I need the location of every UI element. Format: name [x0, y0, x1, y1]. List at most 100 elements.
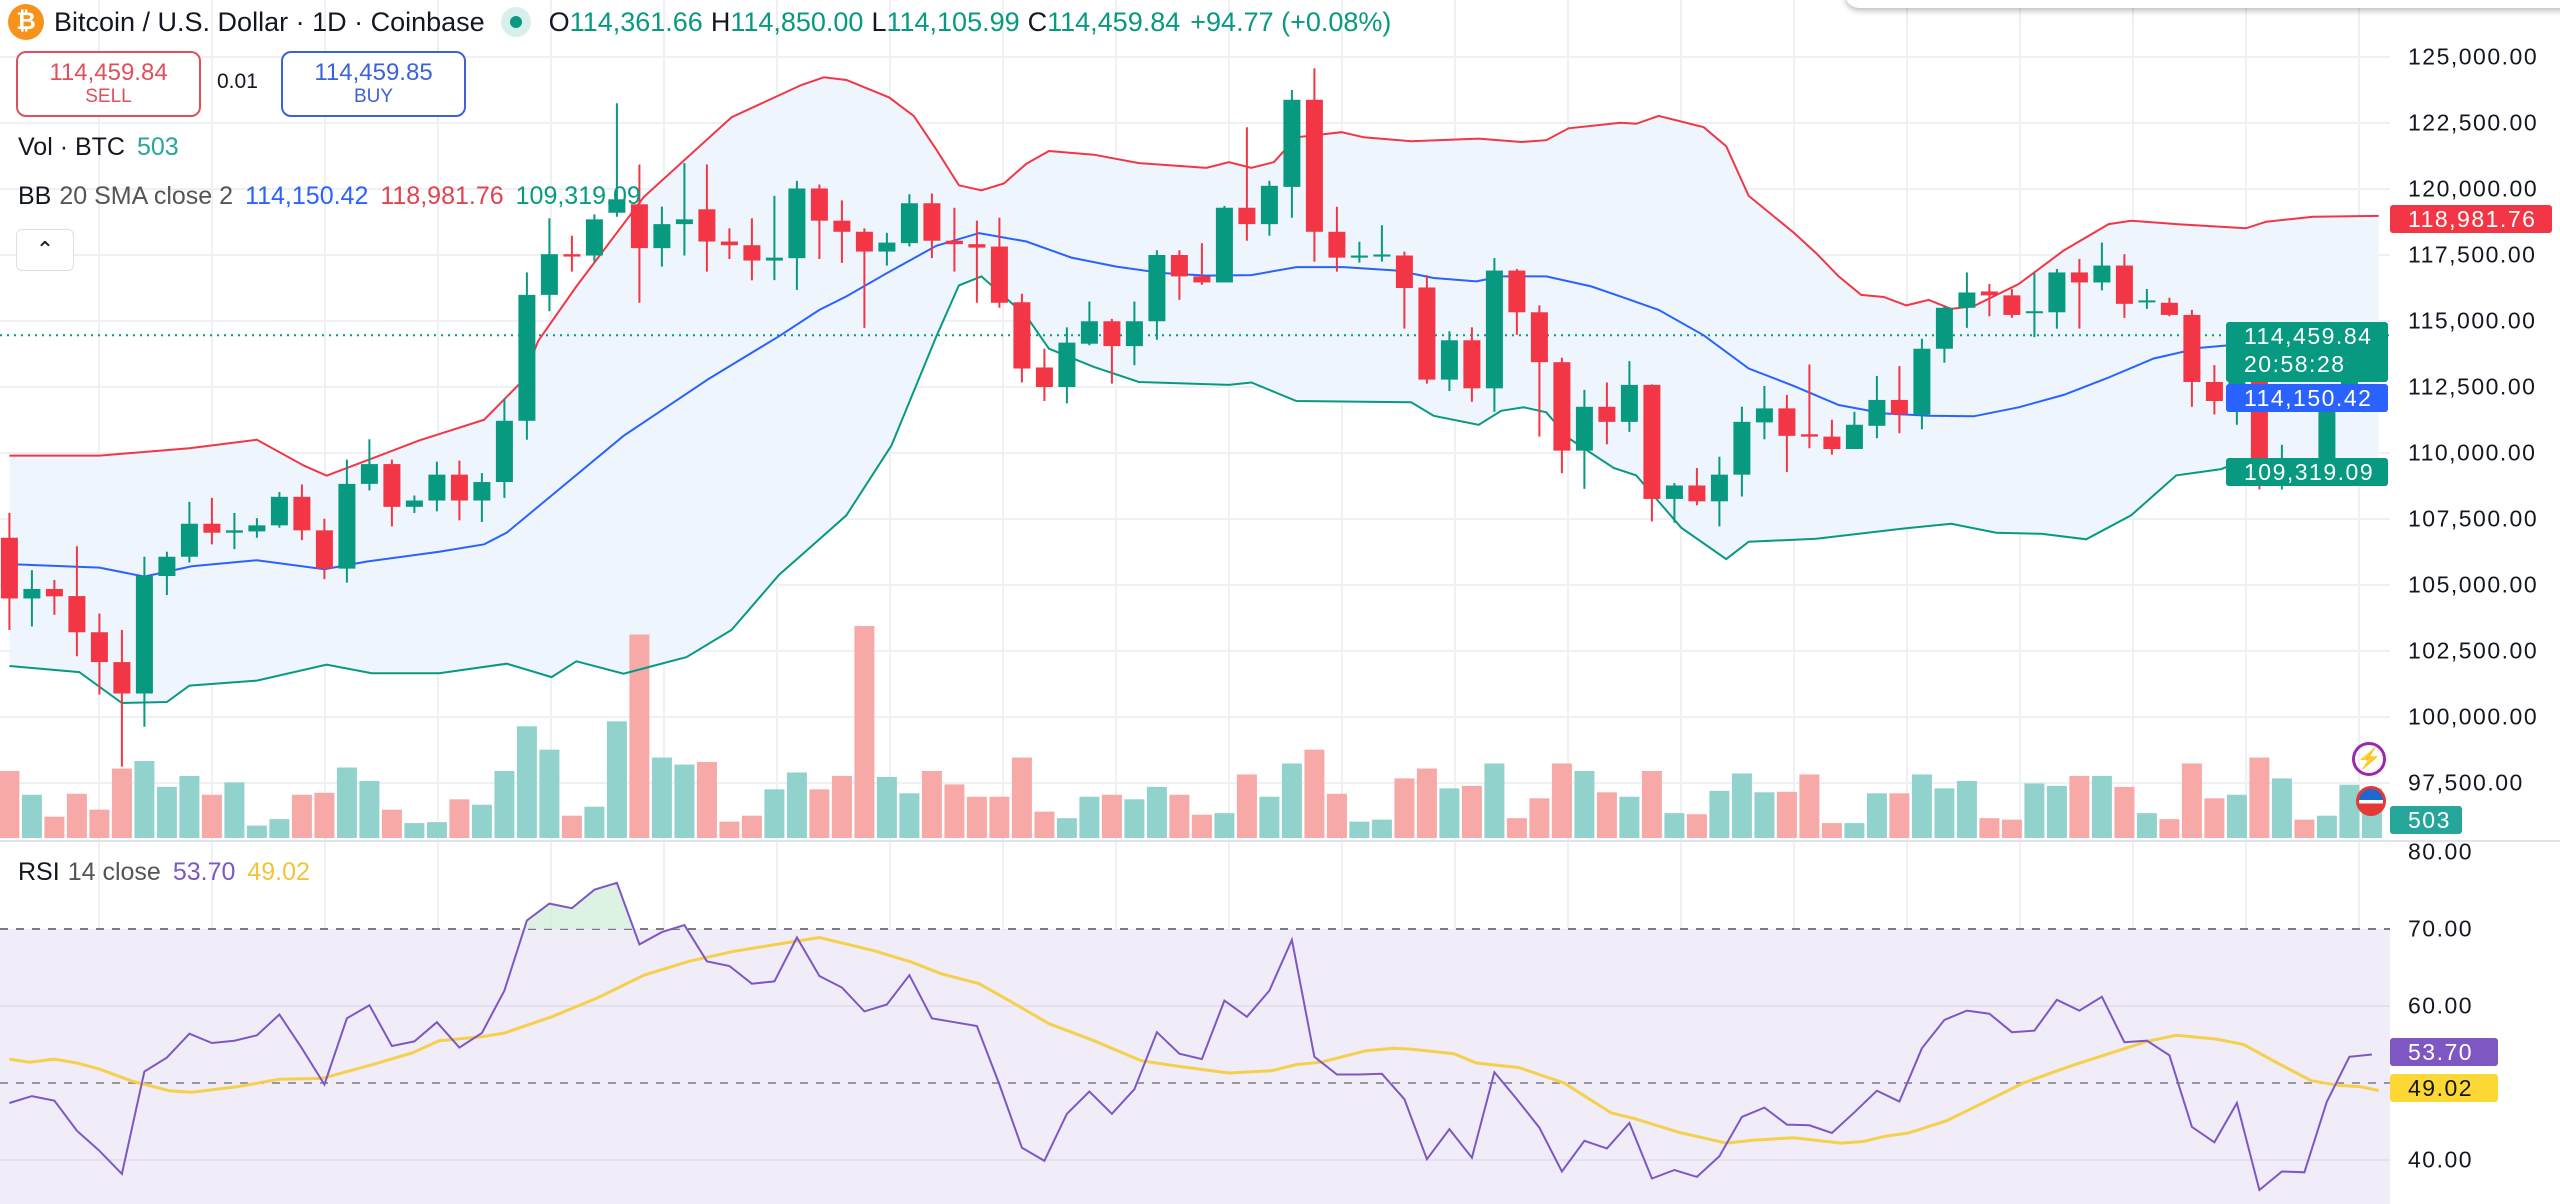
volume-bar: [876, 776, 897, 838]
volume-bar: [989, 796, 1010, 838]
lightning-sparkle-icon[interactable]: ⚡: [2352, 742, 2386, 776]
collapse-legend-button[interactable]: ⌃: [16, 229, 74, 271]
buy-button[interactable]: 114,459.85 BUY: [281, 51, 466, 117]
volume-bar: [66, 793, 87, 838]
price-tick-label: 110,000.00: [2408, 439, 2537, 466]
candle: [383, 459, 401, 527]
floating-toolbar-panel[interactable]: [1845, 0, 2560, 8]
candle: [1395, 251, 1413, 329]
candle: [1935, 306, 1953, 363]
candle-body: [788, 188, 806, 259]
volume-bar: [1011, 757, 1032, 838]
candle: [1868, 375, 1886, 439]
candle-body: [1845, 424, 1863, 450]
volume-bar: [2294, 819, 2315, 838]
price-tick-label: 125,000.00: [2408, 43, 2539, 70]
volume-bar: [1551, 763, 1572, 838]
price-tick-label: 117,500.00: [2408, 241, 2537, 268]
candle-body: [68, 596, 86, 633]
rsi-legend-params: 14 close: [67, 858, 161, 886]
candle: [540, 218, 558, 312]
candle-body: [248, 525, 266, 532]
volume-bar: [1259, 796, 1280, 838]
candle-body: [1800, 434, 1818, 437]
candle-body: [1778, 408, 1796, 436]
candle: [1530, 305, 1548, 437]
candle: [1733, 406, 1751, 497]
candle: [675, 163, 693, 256]
volume-legend[interactable]: Vol · BTC 503: [18, 133, 191, 162]
candle-body: [315, 530, 333, 569]
volume-bar: [1934, 788, 1955, 838]
volume-bar: [1619, 796, 1640, 838]
volume-bar: [2069, 775, 2090, 838]
candle: [698, 164, 716, 272]
rsi-legend[interactable]: RSI 14 close 53.70 49.02: [18, 858, 322, 887]
volume-legend-label: Vol · BTC: [18, 133, 125, 161]
candle: [2115, 254, 2133, 318]
candle: [1035, 348, 1053, 401]
candle-body: [473, 482, 491, 501]
candle-body: [23, 588, 41, 599]
candle: [495, 398, 513, 498]
volume-bar: [1911, 774, 1932, 838]
bollinger-legend[interactable]: BB 20 SMA close 2 114,150.42 118,981.76 109,…: [18, 182, 653, 211]
candle-body: [1890, 399, 1908, 415]
volume-bar: [156, 786, 177, 838]
volume-bar: [831, 775, 852, 838]
rsi-overbought-fill: [9, 882, 2372, 929]
price-tick-label: 115,000.00: [2408, 307, 2537, 334]
volume-bar: [1664, 813, 1685, 838]
volume-bar: [1124, 799, 1145, 838]
symbol-title[interactable]: Bitcoin / U.S. Dollar · 1D · Coinbase: [54, 6, 485, 37]
volume-bar: [1866, 793, 1887, 838]
volume-bars: [0, 625, 2382, 838]
candle-body: [1215, 207, 1233, 283]
candle: [788, 180, 806, 290]
candle: [1980, 284, 1998, 317]
candle: [900, 194, 918, 247]
sell-price: 114,459.84: [49, 59, 168, 87]
candle-body: [1508, 270, 1526, 313]
candle: [810, 184, 828, 259]
last-price-tag: 114,459.84 20:58:28: [2226, 322, 2388, 382]
candle-body: [765, 257, 783, 261]
candle-body: [833, 220, 851, 232]
last-price-value: 114,459.84: [2244, 323, 2373, 349]
volume-bar: [1416, 768, 1437, 838]
candle-body: [653, 224, 671, 249]
volume-bar: [966, 796, 987, 838]
rsi-tick-label: 60.00: [2408, 992, 2474, 1019]
rsi-tick-label: 80.00: [2408, 838, 2474, 865]
sell-button[interactable]: 114,459.84 SELL: [16, 51, 201, 117]
volume-bar: [494, 770, 515, 838]
us-flag-icon[interactable]: [2356, 786, 2386, 816]
volume-bar: [2249, 757, 2270, 838]
candle-body: [810, 188, 828, 221]
volume-bar: [1056, 818, 1077, 838]
candle: [2003, 289, 2021, 318]
candle-body: [1283, 99, 1301, 187]
candle: [450, 460, 468, 521]
candle-body: [2115, 265, 2133, 304]
volume-bar: [404, 823, 425, 838]
bb-basis-line: [9, 232, 2379, 578]
volume-bar: [179, 775, 200, 838]
candle-body: [720, 241, 738, 246]
volume-bar: [1776, 791, 1797, 838]
buy-label: BUY: [353, 85, 394, 107]
candle-body: [585, 219, 603, 256]
candle-body: [1080, 321, 1098, 344]
price-tick-label: 97,500.00: [2408, 769, 2524, 796]
candle-body: [180, 523, 198, 557]
bb-legend-name: BB: [18, 182, 52, 210]
volume-bar: [1101, 794, 1122, 838]
volume-bar: [2339, 784, 2360, 838]
volume-bar: [134, 761, 155, 838]
volume-bar: [21, 794, 42, 838]
candle-body: [1620, 384, 1638, 422]
candle-body: [518, 294, 536, 421]
bb-lower-value: 109,319.09: [515, 182, 641, 210]
candle-body: [2048, 272, 2066, 313]
